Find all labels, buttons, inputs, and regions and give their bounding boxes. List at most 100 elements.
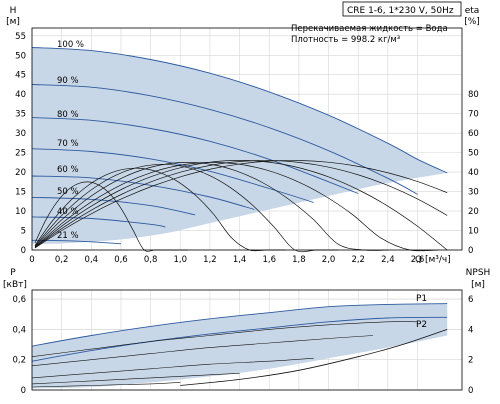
power-ticks: 0 0,2 0,4 0,6 0 2 4 6 xyxy=(12,295,473,396)
power-curve xyxy=(31,373,240,385)
npsh-y-tick-label: 6 xyxy=(468,295,473,305)
head-y-tick-label: 25 xyxy=(15,149,26,159)
efficiency-curve xyxy=(34,162,389,251)
head-curve xyxy=(31,84,418,195)
head-y-tick-label: 20 xyxy=(15,168,26,178)
speed-label: 90 % xyxy=(57,76,79,86)
eta-y-tick-label: 20 xyxy=(468,207,479,217)
head-curve xyxy=(31,216,166,228)
efficiency-curve xyxy=(34,160,448,251)
npsh-curve xyxy=(180,329,448,386)
head-x-tick-label: 2,6 xyxy=(411,255,425,265)
head-x-tick-label: 0,6 xyxy=(114,255,128,265)
eta-y-tick-label: 10 xyxy=(468,227,479,237)
head-x-tick-label: 0,4 xyxy=(85,255,99,265)
efficiency-curve xyxy=(34,160,448,248)
head-x-tick-label: 2,4 xyxy=(381,255,395,265)
head-ylabel-unit: [м] xyxy=(6,17,20,27)
eta-y-tick-label: 30 xyxy=(468,188,479,198)
head-ticks: 0 5 10 15 20 25 30 35 40 45 50 55 0 10 20 30 40 50 60 70 80 0… xyxy=(15,32,479,265)
efficiency-curves xyxy=(34,160,448,253)
speed-labels: 100 % 90 % 80 % 70 % 60 % 50 % 40 % 21 % xyxy=(57,40,84,241)
power-curves xyxy=(31,303,448,388)
npsh-ylabel-symbol: NPSH xyxy=(466,268,491,278)
speed-label: 70 % xyxy=(57,139,79,149)
head-x-tick-label: 1,2 xyxy=(203,255,217,265)
eta-ylabel-symbol: eta xyxy=(465,6,480,16)
speed-label: 21 % xyxy=(57,231,79,241)
head-y-tick-label: 10 xyxy=(15,207,26,217)
eta-y-tick-label: 70 xyxy=(468,110,479,120)
liquid-label: Перекачиваемая жидкость = Вода xyxy=(291,24,448,34)
power-curve xyxy=(31,382,181,388)
eta-y-tick-label: 50 xyxy=(468,149,479,159)
power-ylabel-symbol: P xyxy=(10,268,16,278)
head-y-tick-label: 40 xyxy=(15,90,26,100)
head-xlabel: Q [м³/ч] xyxy=(415,255,451,265)
head-x-tick-label: 2,0 xyxy=(322,255,336,265)
head-y-tick-label: 55 xyxy=(15,32,26,42)
npsh-y-tick-label: 0 xyxy=(468,386,473,396)
density-label: Плотность = 998.2 кг/м³ xyxy=(291,35,400,45)
head-x-tick-label: 1,8 xyxy=(292,255,306,265)
head-x-tick-label: 1,6 xyxy=(262,255,276,265)
efficiency-curve xyxy=(34,162,439,252)
efficiency-curve xyxy=(34,167,286,252)
speed-label: 100 % xyxy=(57,40,84,50)
eta-ylabel-unit: [%] xyxy=(464,17,480,27)
head-y-tick-label: 15 xyxy=(15,188,26,198)
head-x-tick-label: 1,0 xyxy=(174,255,188,265)
head-curve xyxy=(31,148,314,203)
speed-label: 60 % xyxy=(57,165,79,175)
speed-label: 40 % xyxy=(57,207,79,217)
head-y-tick-label: 5 xyxy=(21,227,26,237)
head-curve xyxy=(31,117,359,194)
power-y-tick-label: 0,4 xyxy=(12,325,26,335)
head-x-tick-label: 0,8 xyxy=(144,255,158,265)
head-ylabel-symbol: H xyxy=(10,6,17,16)
head-x-tick-label: 0,2 xyxy=(55,255,69,265)
head-curve xyxy=(31,47,448,174)
eta-y-tick-label: 80 xyxy=(468,90,479,100)
head-x-tick-label: 2,2 xyxy=(351,255,365,265)
eta-y-tick-label: 60 xyxy=(468,129,479,139)
power-curve xyxy=(31,303,448,347)
head-x-tick-label: 1,4 xyxy=(233,255,247,265)
model-label: CRE 1-6, 1*230 V, 50Hz xyxy=(347,6,454,16)
power-curve xyxy=(31,357,314,379)
head-y-tick-label: 50 xyxy=(15,51,26,61)
head-y-tick-label: 35 xyxy=(15,110,26,120)
power-chart-frame xyxy=(31,289,463,391)
power-band xyxy=(32,303,448,389)
head-y-tick-label: 30 xyxy=(15,129,26,139)
head-chart-frame xyxy=(31,27,463,251)
head-curve xyxy=(31,175,255,210)
efficiency-curve xyxy=(34,163,339,253)
power-y-tick-label: 0 xyxy=(21,386,26,396)
head-curve xyxy=(31,196,196,216)
p1-label: P1 xyxy=(416,294,427,304)
efficiency-curve xyxy=(34,160,448,249)
head-y-tick-label: 0 xyxy=(21,246,26,256)
head-curves xyxy=(31,47,448,245)
operating-area xyxy=(32,47,448,244)
power-curve xyxy=(31,321,418,357)
speed-label: 50 % xyxy=(57,187,79,197)
eta-y-tick-label: 40 xyxy=(468,168,479,178)
npsh-y-tick-label: 2 xyxy=(468,356,473,366)
power-curve xyxy=(31,335,374,367)
npsh-ylabel-unit: [м] xyxy=(471,280,485,290)
p2-label: P2 xyxy=(416,320,427,330)
power-ylabel-unit: [кВт] xyxy=(3,280,27,290)
speed-label: 80 % xyxy=(57,110,79,120)
head-y-tick-label: 45 xyxy=(15,71,26,81)
npsh-y-tick-label: 4 xyxy=(468,325,473,335)
power-y-tick-label: 0,6 xyxy=(12,295,26,305)
power-y-tick-label: 0,2 xyxy=(12,356,26,366)
power-curve xyxy=(31,316,448,362)
head-x-tick-label: 0 xyxy=(29,255,34,265)
eta-y-tick-label: 0 xyxy=(468,246,473,256)
model-box xyxy=(342,1,462,17)
